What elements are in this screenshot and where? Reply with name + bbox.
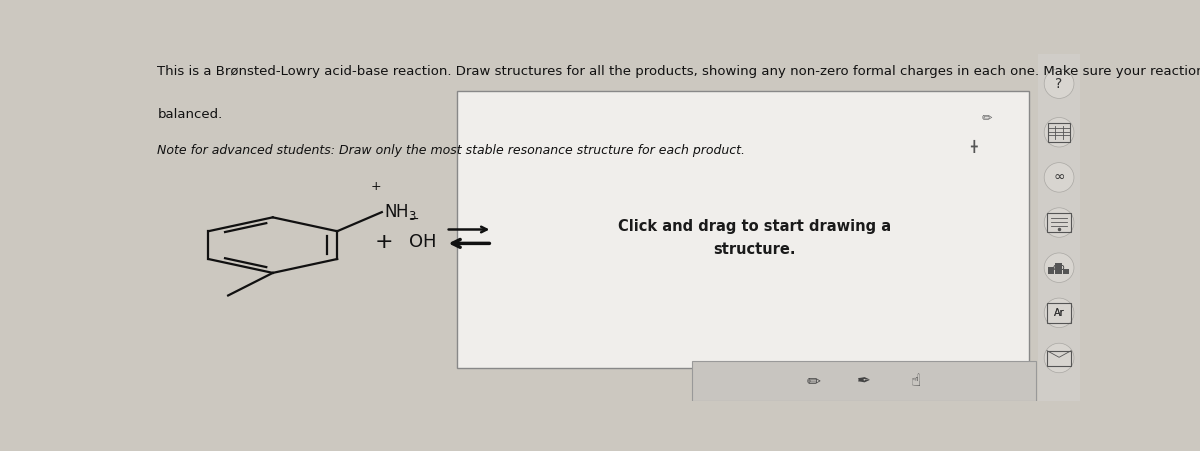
Text: ╋: ╋: [970, 140, 977, 153]
Text: ?: ?: [1056, 77, 1063, 91]
Bar: [692, 361, 1037, 401]
Ellipse shape: [1044, 343, 1074, 373]
Text: $\mathdefault{NH}_3$: $\mathdefault{NH}_3$: [384, 202, 416, 222]
Bar: [457, 91, 1028, 368]
Ellipse shape: [1044, 118, 1074, 147]
Bar: [1048, 123, 1070, 142]
Text: ☝: ☝: [911, 373, 920, 391]
Ellipse shape: [1044, 69, 1074, 98]
Text: ✏: ✏: [806, 373, 820, 391]
Text: Note for advanced students: Draw only the most stable resonance structure for ea: Note for advanced students: Draw only th…: [157, 144, 745, 157]
Text: This is a Brønsted-Lowry acid-base reaction. Draw structures for all the product: This is a Brønsted-Lowry acid-base react…: [157, 64, 1200, 78]
Ellipse shape: [1044, 208, 1074, 237]
Bar: [1038, 54, 1080, 401]
Text: +: +: [376, 232, 394, 252]
Text: −: −: [409, 212, 419, 226]
Ellipse shape: [1044, 163, 1074, 192]
Bar: [1046, 213, 1072, 232]
Bar: [1055, 263, 1062, 274]
Bar: [1046, 351, 1072, 366]
Ellipse shape: [1044, 253, 1074, 282]
Text: +: +: [371, 180, 382, 193]
Bar: [1046, 304, 1072, 322]
Text: ∞: ∞: [1054, 170, 1064, 184]
Text: ✒: ✒: [857, 373, 871, 391]
Ellipse shape: [1044, 298, 1074, 327]
Bar: [1063, 269, 1069, 274]
Text: Ar: Ar: [1054, 308, 1064, 318]
Text: Click and drag to start drawing a
structure.: Click and drag to start drawing a struct…: [618, 219, 890, 258]
Bar: [1048, 267, 1055, 274]
Text: Ar: Ar: [1054, 308, 1064, 318]
Text: olo: olo: [1052, 263, 1066, 272]
Text: $\mathdefault{OH}$: $\mathdefault{OH}$: [408, 233, 436, 251]
Text: balanced.: balanced.: [157, 108, 223, 121]
Text: ✏: ✏: [982, 112, 992, 125]
